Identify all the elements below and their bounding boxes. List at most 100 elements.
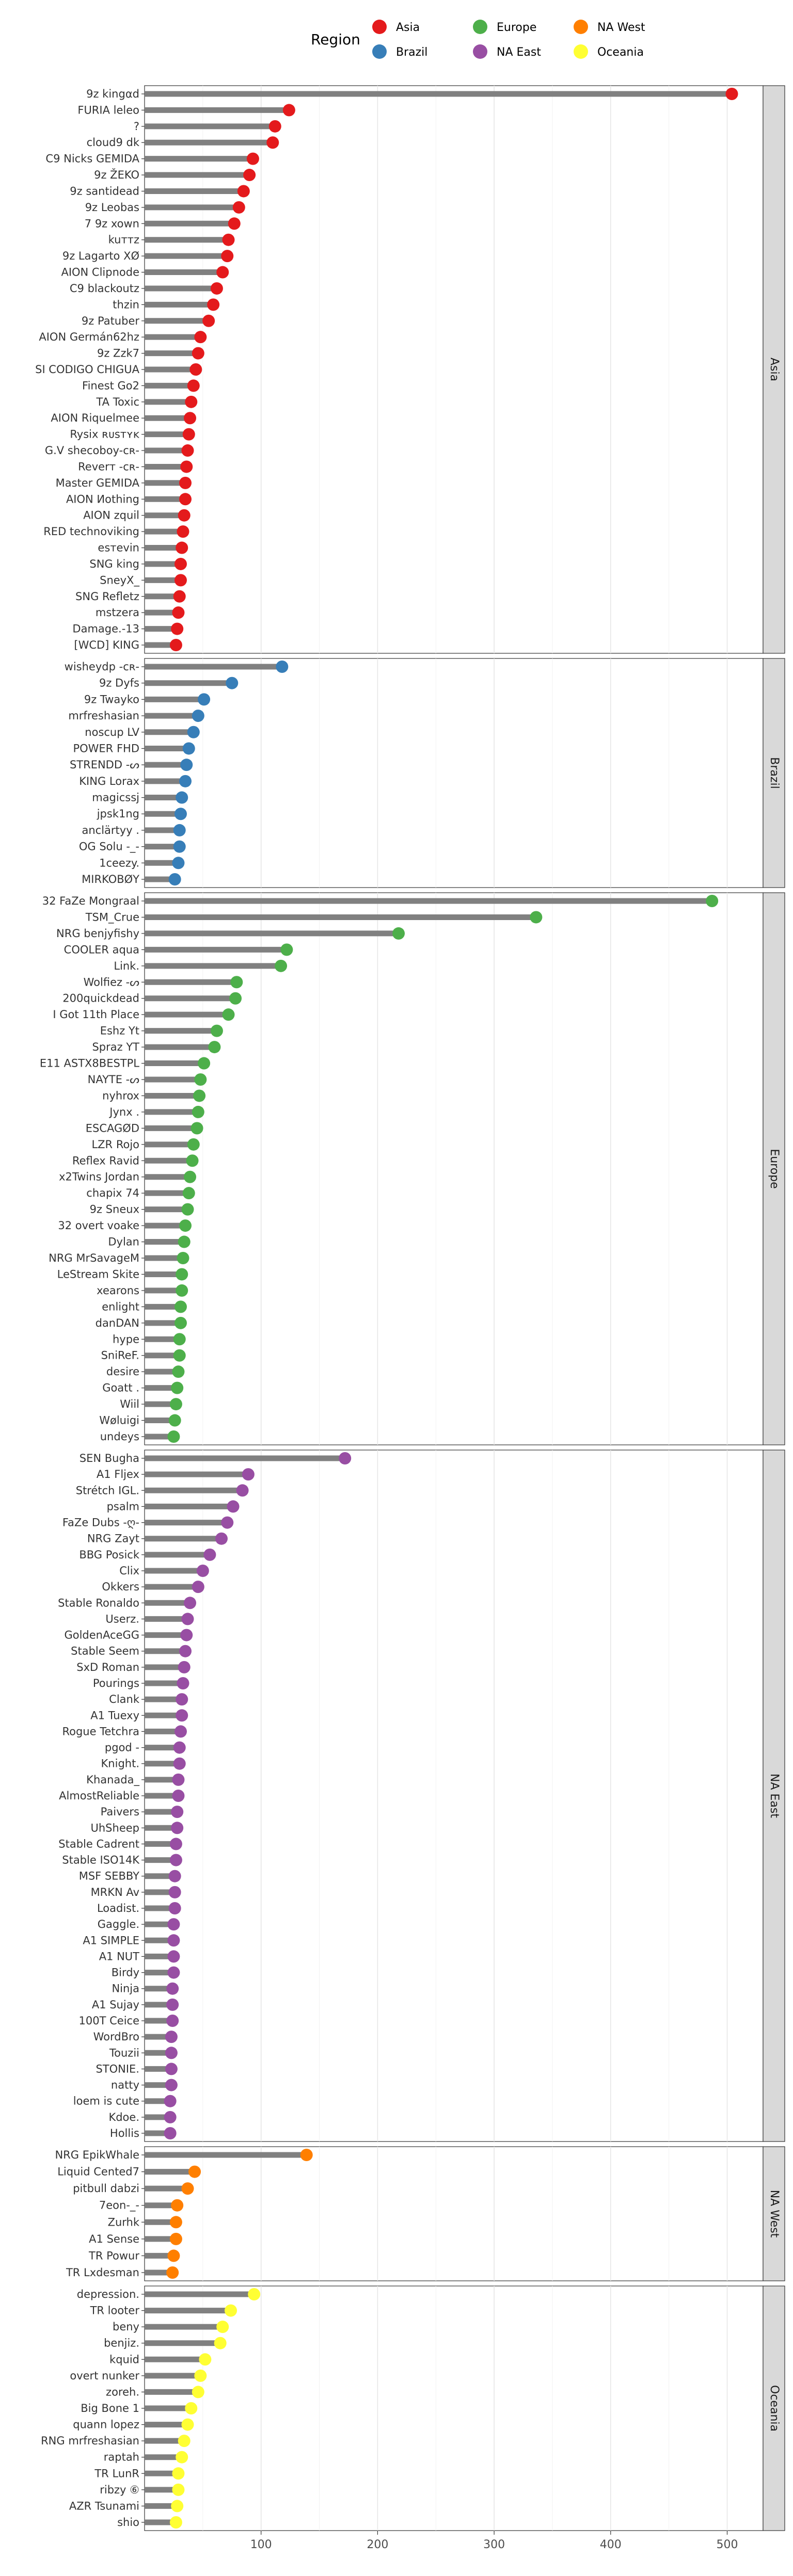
player-label: 9z Patuber [82, 315, 139, 327]
player-label: 7 9z xown [85, 217, 139, 230]
player-label: A1 Fljex [97, 1468, 139, 1480]
lollipop-point [300, 2149, 313, 2161]
player-label: COOLER aqua [64, 943, 139, 956]
facet-strip [763, 892, 785, 1445]
player-label: Pourings [93, 1677, 139, 1689]
lollipop-point [174, 1300, 187, 1313]
lollipop-point [186, 1154, 199, 1167]
lollipop-point [165, 2031, 178, 2043]
lollipop-point [168, 1886, 181, 1898]
lollipop-point [173, 840, 186, 853]
lollipop-point [177, 525, 189, 538]
facet-label-na-west: NA West [768, 2190, 781, 2238]
lollipop-point [179, 1645, 192, 1657]
player-label: cloud9 dk [87, 136, 140, 149]
lollipop-point [165, 2079, 178, 2091]
player-label: loem is cute [73, 2095, 139, 2107]
player-label: depression. [77, 2288, 139, 2300]
legend-title: Region [311, 31, 360, 48]
lollipop-point [164, 2111, 177, 2123]
player-label: Finest Go2 [82, 379, 139, 392]
lollipop-point [176, 1709, 188, 1722]
panel-brazil: Brazil wisheydp -cʀ- 9z Dyfs 9z Twayko mrfre… [65, 658, 785, 888]
player-label: SxD Roman [76, 1661, 139, 1673]
player-label: ribzy ⑥ [100, 2484, 139, 2496]
chart-legend: Region Asia Europe NA West Brazil NA East Ocea… [311, 20, 645, 59]
lollipop-point [215, 1532, 228, 1545]
lollipop-point [168, 1870, 181, 1882]
lollipop-point [174, 1316, 187, 1329]
lollipop-point [187, 726, 200, 738]
player-label: noscup LV [85, 726, 139, 738]
player-label: Wolfiez -ᔕ [84, 976, 139, 988]
player-label: Touzii [109, 2047, 139, 2059]
facet-label-oceania: Oceania [768, 2385, 781, 2432]
lollipop-point [182, 742, 195, 755]
legend-label-asia: Asia [396, 21, 420, 34]
lollipop-point [216, 2321, 229, 2333]
lollipop-point [243, 169, 256, 182]
lollipop-point [180, 1629, 193, 1641]
lollipop-point [171, 2199, 184, 2212]
player-label: kquid [109, 2353, 139, 2365]
lollipop-point [166, 2266, 179, 2279]
player-label: anclärtyy . [82, 824, 139, 836]
lollipop-point [168, 1902, 181, 1914]
player-label: FURIA leleo [77, 104, 139, 116]
lollipop-point [171, 1806, 184, 1818]
lollipop-point [177, 1677, 189, 1689]
lollipop-point [706, 895, 719, 907]
player-label: 9z kingαd [86, 88, 139, 100]
lollipop-point [187, 1138, 200, 1151]
lollipop-point [174, 1725, 187, 1738]
player-label: STONIE. [96, 2063, 139, 2075]
lollipop-point [172, 857, 185, 870]
player-label: hype [113, 1333, 139, 1345]
legend-key-brazil [372, 44, 387, 59]
player-label: Eshz Yt [100, 1025, 139, 1037]
lollipop-point [167, 2249, 180, 2262]
player-label: 9z Sneux [90, 1203, 139, 1216]
player-label: Strétch IGL. [76, 1484, 139, 1496]
player-label: Khanada_ [86, 1774, 139, 1786]
player-label: MIRKOBØY [82, 873, 139, 886]
lollipop-point [173, 1333, 186, 1346]
player-label: TSM_Crue [85, 911, 139, 924]
panel-background [144, 2285, 764, 2531]
panel-background [144, 892, 764, 1445]
facet-strip [763, 1450, 785, 2142]
lollipop-point [176, 2451, 188, 2464]
facet-strip [763, 2285, 785, 2531]
lollipop-point [228, 217, 241, 230]
player-label: Knight. [101, 1758, 139, 1770]
lollipop-point [202, 314, 215, 327]
lollipop-point [246, 152, 259, 165]
lollipop-point [276, 661, 289, 673]
lollipop-point [179, 493, 192, 506]
player-label: AION Germán62hz [39, 331, 139, 343]
lollipop-point [164, 2127, 177, 2139]
panel-na-west: NA West NRG EpikWhale Liquid Cented7 pitbul… [55, 2146, 785, 2281]
panel-background [144, 85, 764, 654]
player-label: UhSheep [91, 1822, 140, 1834]
lollipop-point [176, 541, 188, 554]
player-label: danDAN [96, 1317, 139, 1329]
player-label: magicssj [92, 792, 139, 804]
lollipop-point [172, 1773, 185, 1786]
player-label: A1 Sujay [92, 1999, 139, 2011]
lollipop-point [275, 959, 288, 972]
player-label: Loadist. [97, 1902, 139, 1914]
lollipop-point [192, 1581, 204, 1593]
lollipop-point [174, 808, 187, 820]
player-label: Wøluigi [99, 1414, 139, 1427]
player-label: shio [117, 2516, 139, 2529]
lollipop-point [167, 1430, 180, 1443]
player-label: NRG Zayt [87, 1533, 139, 1545]
lollipop-point [181, 2418, 194, 2431]
player-label: xearons [97, 1284, 139, 1297]
player-label: quann lopez [73, 2419, 139, 2431]
player-label: TR Lxdesman [66, 2266, 139, 2279]
player-label: A1 NUT [99, 1950, 139, 1962]
player-label: GoldenAceGG [64, 1629, 139, 1641]
lollipop-point [178, 1661, 191, 1673]
